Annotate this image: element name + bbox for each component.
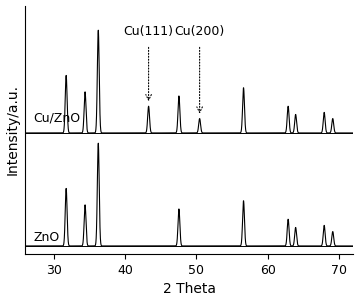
Text: Cu(200): Cu(200) xyxy=(174,25,225,38)
Text: Cu/ZnO: Cu/ZnO xyxy=(34,112,81,125)
X-axis label: 2 Theta: 2 Theta xyxy=(163,282,216,297)
Text: Cu(111): Cu(111) xyxy=(123,25,174,38)
Y-axis label: Intensity/a.u.: Intensity/a.u. xyxy=(5,84,19,175)
Text: ZnO: ZnO xyxy=(34,231,60,244)
